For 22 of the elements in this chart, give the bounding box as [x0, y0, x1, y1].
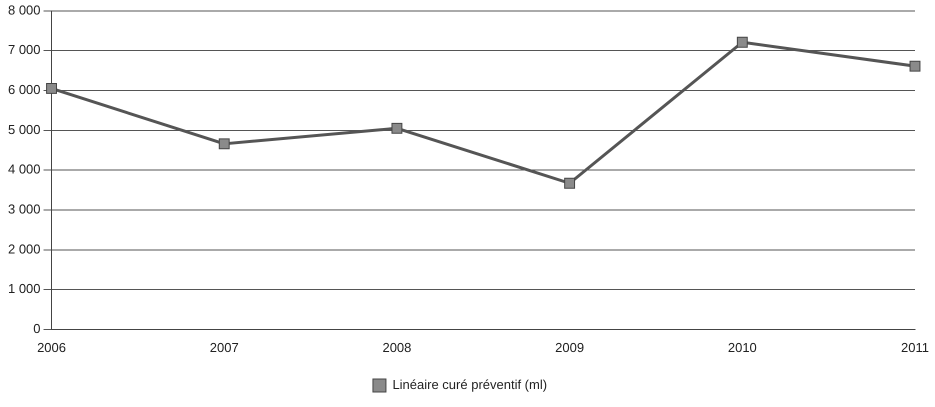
y-tick-label: 0 [33, 320, 41, 336]
y-tick-label: 1 000 [8, 281, 41, 296]
x-tick-label: 2009 [555, 340, 584, 355]
y-tick-label: 4 000 [8, 162, 41, 177]
point [391, 122, 402, 134]
point [218, 138, 230, 150]
y-tick-label: 5 000 [8, 122, 41, 137]
point [910, 60, 920, 72]
y-tick-label: 7 000 [8, 42, 41, 58]
point [564, 178, 576, 189]
point [46, 83, 57, 94]
legend-label: Linéaire curé préventif (ml) [392, 377, 548, 392]
x-tick-label: 2010 [728, 340, 757, 355]
x-tick-label: 2006 [37, 340, 66, 355]
y-tick-label: 2 000 [8, 241, 41, 256]
x-tick-label: 2007 [210, 340, 239, 355]
y-tick-label: 3 000 [8, 202, 41, 217]
y-tick-label: 8 000 [8, 2, 41, 18]
x-tick-label: 2008 [382, 340, 412, 355]
x-tick-label: 2011 [901, 340, 929, 355]
y-tick-label: 6 000 [8, 82, 41, 98]
point [736, 36, 748, 48]
